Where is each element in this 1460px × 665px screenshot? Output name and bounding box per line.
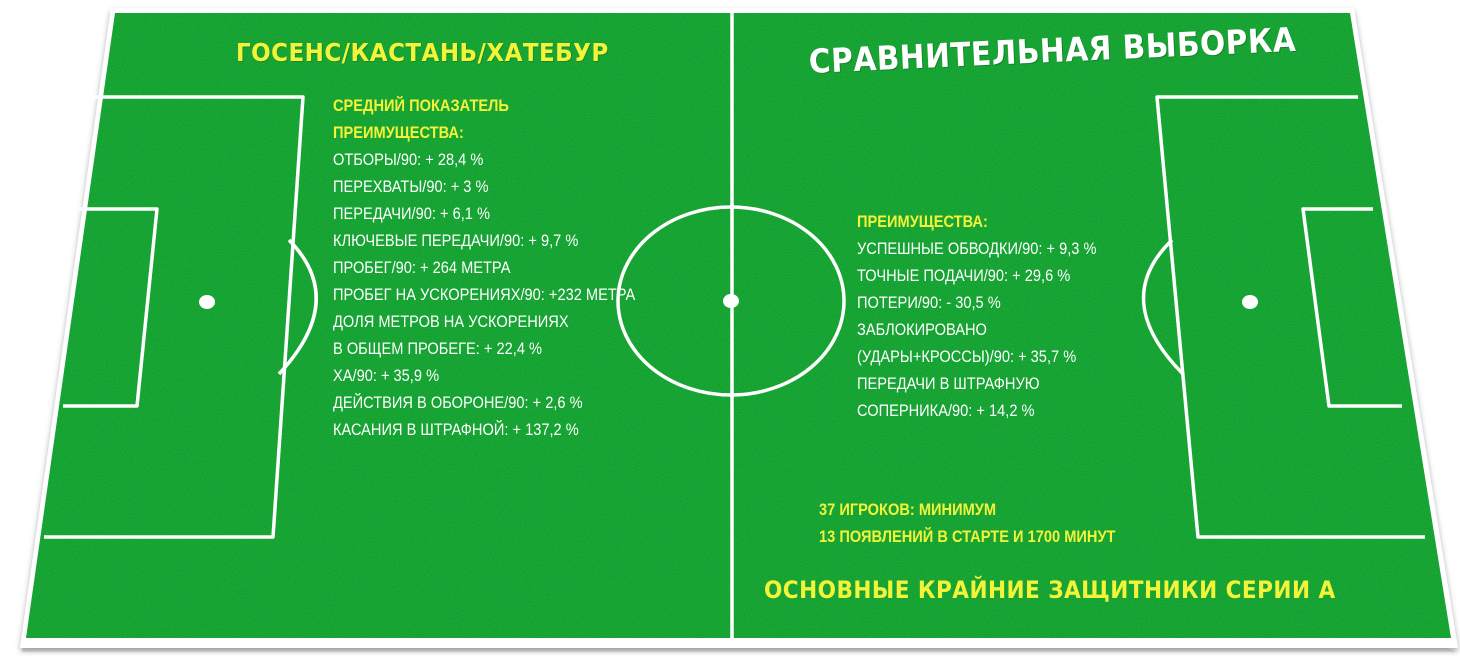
- pitch-texture: [26, 13, 1451, 638]
- right-stat-line: ПОТЕРИ/90: - 30,5 %: [857, 293, 1001, 312]
- left-stat-line: В ОБЩЕМ ПРОБЕГЕ: + 22,4 %: [333, 339, 543, 358]
- left-stat-line: КАСАНИЯ В ШТРАФНОЙ: + 137,2 %: [333, 420, 579, 439]
- center-spot: [723, 294, 739, 308]
- center-circle: [616, 205, 846, 397]
- left-goal-area: [63, 207, 159, 408]
- right-goal-area: [1301, 207, 1402, 408]
- right-stat-line: ПЕРЕДАЧИ В ШТРАФНУЮ: [857, 374, 1040, 393]
- left-penalty-area: [44, 95, 305, 539]
- left-stat-line: ПЕРЕХВАТЫ/90: + 3 %: [333, 177, 489, 196]
- right-stat-line: СОПЕРНИКА/90: + 14,2 %: [857, 401, 1035, 420]
- left-title: ГОСЕНС/КАСТАНЬ/ХАТЕБУР: [236, 38, 609, 67]
- left-stat-line: КЛЮЧЕВЫЕ ПЕРЕДАЧИ/90: + 9,7 %: [333, 231, 579, 250]
- right-stat-line: ЗАБЛОКИРОВАНО: [857, 320, 987, 339]
- right-penalty-arc: [1141, 238, 1185, 376]
- right-penalty-spot: [1242, 295, 1258, 309]
- left-stat-line: ХА/90: + 35,9 %: [333, 366, 440, 385]
- left-subheading-advantages: ПРЕИМУЩЕСТВА:: [333, 123, 464, 142]
- right-stats-block: ПРЕИМУЩЕСТВА: УСПЕШНЫЕ ОБВОДКИ/90: + 9,3…: [857, 208, 1135, 424]
- left-stats-block: СРЕДНИЙ ПОКАЗАТЕЛЬ ПРЕИМУЩЕСТВА: ОТБОРЫ/…: [333, 92, 685, 443]
- bottom-title: ОСНОВНЫЕ КРАЙНИЕ ЗАЩИТНИКИ СЕРИИ А: [764, 576, 1336, 604]
- right-stat-line: (УДАРЫ+КРОССЫ)/90: + 35,7 %: [857, 347, 1077, 366]
- right-subheading-advantages: ПРЕИМУЩЕСТВА:: [857, 212, 988, 231]
- left-penalty-arc: [277, 238, 318, 376]
- left-stat-line: ОТБОРЫ/90: + 28,4 %: [333, 150, 484, 169]
- left-penalty-spot: [199, 295, 215, 309]
- left-subheading-average: СРЕДНИЙ ПОКАЗАТЕЛЬ: [333, 96, 509, 115]
- pitch-markings: [44, 13, 1425, 638]
- left-stat-line: ДЕЙСТВИЯ В ОБОРОНЕ/90: + 2,6 %: [333, 393, 583, 412]
- sample-line: 37 ИГРОКОВ: МИНИМУМ: [819, 500, 997, 519]
- left-stat-line: ПЕРЕДАЧИ/90: + 6,1 %: [333, 204, 490, 223]
- right-stat-line: УСПЕШНЫЕ ОБВОДКИ/90: + 9,3 %: [857, 239, 1097, 258]
- sample-line: 13 ПОЯВЛЕНИЙ В СТАРТЕ И 1700 МИНУТ: [819, 527, 1116, 546]
- left-stat-line: ДОЛЯ МЕТРОВ НА УСКОРЕНИЯХ: [333, 312, 569, 331]
- right-stat-line: ТОЧНЫЕ ПОДАЧИ/90: + 29,6 %: [857, 266, 1071, 285]
- left-stat-line: ПРОБЕГ НА УСКОРЕНИЯХ/90: +232 МЕТРА: [333, 285, 636, 304]
- left-stat-line: ПРОБЕГ/90: + 264 МЕТРА: [333, 258, 511, 277]
- sample-note: 37 ИГРОКОВ: МИНИМУМ 13 ПОЯВЛЕНИЙ В СТАРТ…: [819, 496, 1164, 550]
- right-penalty-area: [1155, 95, 1425, 539]
